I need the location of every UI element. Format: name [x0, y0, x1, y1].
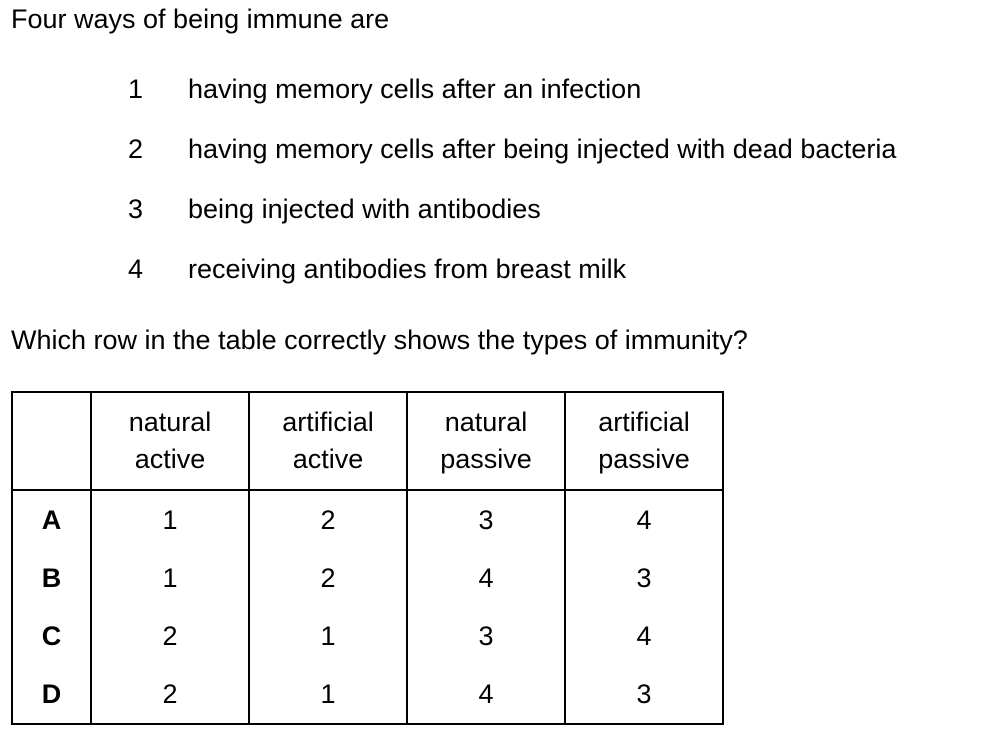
- table-cell: 3: [565, 665, 724, 725]
- list-item-text: receiving antibodies from breast milk: [188, 254, 627, 284]
- table-row: A 1 2 3 4: [11, 490, 724, 549]
- table-header-cell: artificial passive: [565, 391, 724, 491]
- table-cell: 1: [249, 607, 408, 665]
- table-cell: 1: [91, 549, 250, 607]
- header-line: natural: [444, 407, 528, 437]
- list-item-text: having memory cells after an infection: [188, 74, 642, 104]
- table-cell: 3: [407, 607, 566, 665]
- table-row: B 1 2 4 3: [11, 549, 724, 607]
- list-item-number: 1: [128, 74, 144, 104]
- table-corner-cell: [11, 391, 92, 491]
- table-row: D 2 1 4 3: [11, 665, 724, 725]
- header-line: artificial: [282, 407, 374, 437]
- table-header-cell: natural passive: [407, 391, 566, 491]
- header-line: active: [292, 444, 364, 474]
- header-line: active: [134, 444, 206, 474]
- table-cell: 3: [565, 549, 724, 607]
- intro-text: Four ways of being immune are: [11, 4, 390, 34]
- table-row: C 2 1 3 4: [11, 607, 724, 665]
- row-key-label: D: [11, 665, 92, 725]
- table-cell: 4: [565, 607, 724, 665]
- table-cell: 2: [91, 607, 250, 665]
- row-key-label: A: [11, 490, 92, 549]
- list-item-text: being injected with antibodies: [188, 194, 541, 224]
- list-item-number: 4: [128, 254, 144, 284]
- table-cell: 2: [249, 490, 408, 549]
- table-cell: 1: [91, 490, 250, 549]
- table-header-row: natural active artificial active natural…: [11, 391, 724, 491]
- table-cell: 4: [565, 490, 724, 549]
- table-cell: 1: [249, 665, 408, 725]
- header-line: natural: [128, 407, 212, 437]
- list-item-number: 2: [128, 134, 144, 164]
- table-cell: 2: [91, 665, 250, 725]
- table-header-cell: natural active: [91, 391, 250, 491]
- question-text: Which row in the table correctly shows t…: [11, 325, 748, 355]
- list-item-number: 3: [128, 194, 144, 224]
- row-key-label: B: [11, 549, 92, 607]
- answer-table: natural active artificial active natural…: [11, 391, 724, 725]
- table-cell: 3: [407, 490, 566, 549]
- header-line: passive: [440, 444, 532, 474]
- header-line: passive: [598, 444, 690, 474]
- table-cell: 2: [249, 549, 408, 607]
- list-item-text: having memory cells after being injected…: [188, 134, 897, 164]
- header-line: artificial: [598, 407, 690, 437]
- table-cell: 4: [407, 549, 566, 607]
- row-key-label: C: [11, 607, 92, 665]
- table-header-cell: artificial active: [249, 391, 408, 491]
- table-cell: 4: [407, 665, 566, 725]
